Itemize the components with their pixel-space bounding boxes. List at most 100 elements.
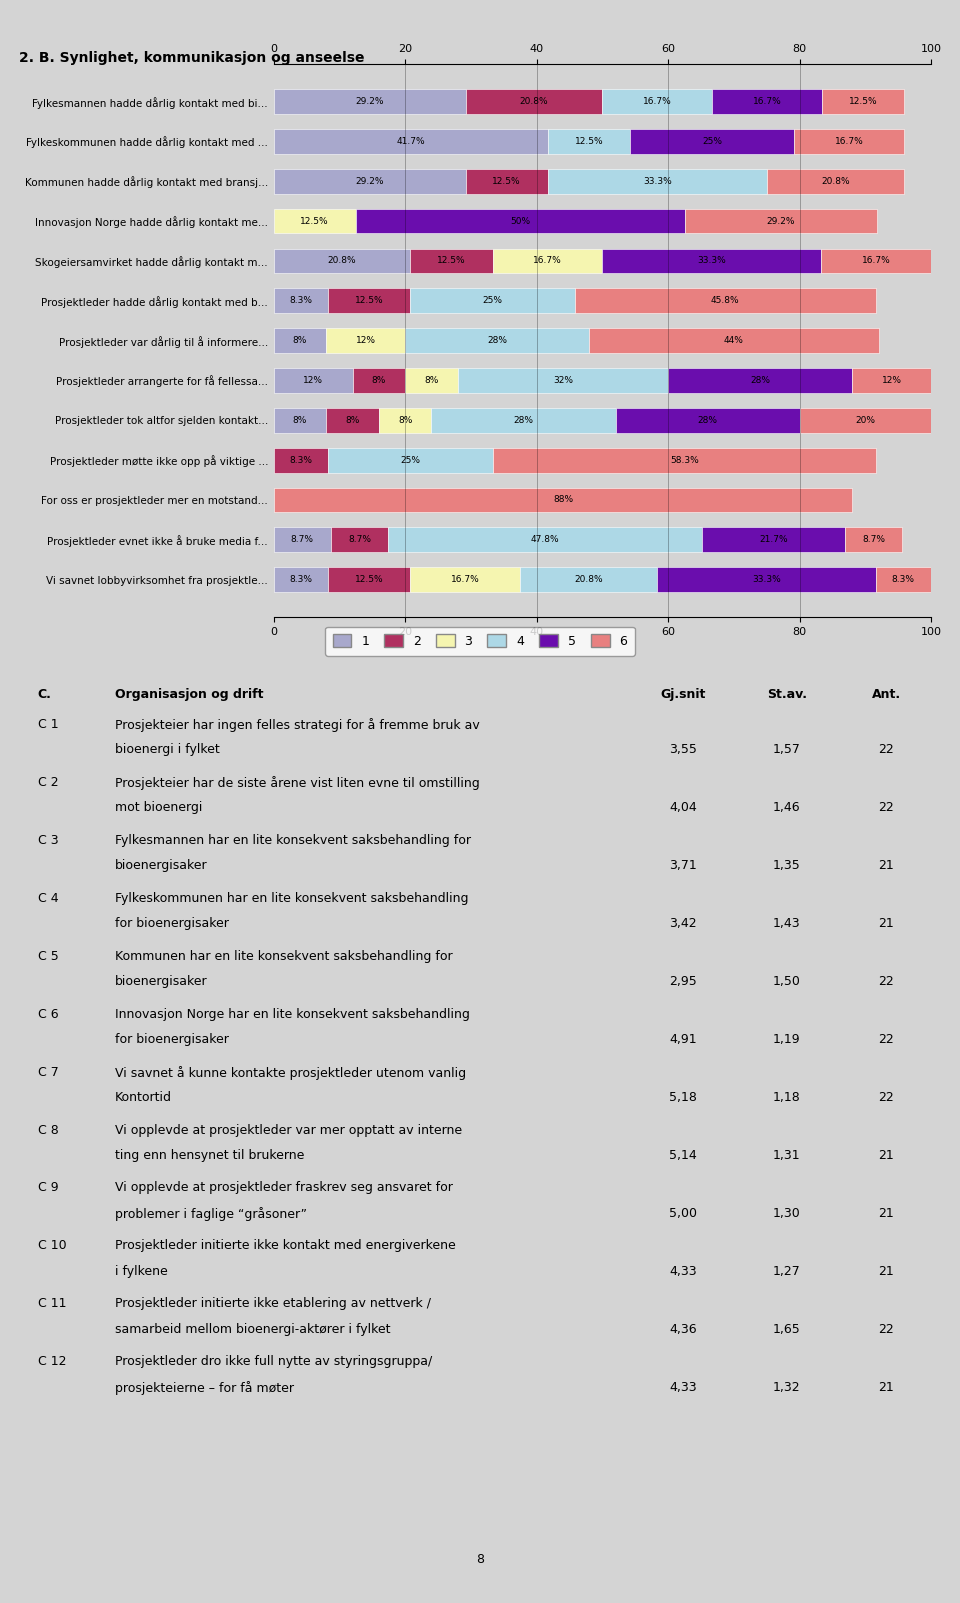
Text: 22: 22 (878, 1032, 894, 1045)
Text: C 4: C 4 (37, 891, 59, 904)
Bar (602, 248, 822, 273)
Text: i fylkene: i fylkene (114, 1265, 167, 1278)
Bar (326, 409, 379, 433)
Text: bioenergisaker: bioenergisaker (114, 975, 207, 987)
Text: 22: 22 (878, 802, 894, 814)
Text: 25%: 25% (702, 136, 722, 146)
Text: 8.3%: 8.3% (892, 575, 915, 583)
Text: 2,95: 2,95 (669, 975, 697, 987)
Text: 29.2%: 29.2% (766, 216, 795, 226)
Text: 29.2%: 29.2% (355, 98, 384, 106)
Bar (458, 369, 668, 393)
Text: 1,65: 1,65 (773, 1322, 801, 1335)
Legend: 1, 2, 3, 4, 5, 6: 1, 2, 3, 4, 5, 6 (325, 627, 635, 656)
Text: Prosjekteier har ingen felles strategi for å fremme bruk av: Prosjekteier har ingen felles strategi f… (114, 718, 479, 731)
Bar (328, 447, 492, 473)
Bar (274, 329, 326, 353)
Text: Ant.: Ant. (872, 688, 900, 701)
Text: 22: 22 (878, 744, 894, 757)
Text: mot bioenergi: mot bioenergi (114, 802, 202, 814)
Text: 20.8%: 20.8% (327, 256, 356, 266)
Bar (602, 90, 712, 114)
Text: ting enn hensynet til brukerne: ting enn hensynet til brukerne (114, 1149, 304, 1162)
Text: 16.7%: 16.7% (451, 575, 480, 583)
Bar (331, 527, 388, 551)
Bar (388, 527, 703, 551)
Bar (274, 168, 466, 194)
Text: 4,33: 4,33 (669, 1380, 697, 1393)
Bar (274, 248, 410, 273)
Text: 12.5%: 12.5% (355, 575, 384, 583)
Text: Vi opplevde at prosjektleder fraskrev seg ansvaret for: Vi opplevde at prosjektleder fraskrev se… (114, 1181, 452, 1194)
Text: 12.5%: 12.5% (849, 98, 877, 106)
Bar (274, 208, 356, 234)
Bar (274, 567, 328, 592)
Text: 20.8%: 20.8% (821, 176, 850, 186)
Bar (274, 447, 328, 473)
Text: 45.8%: 45.8% (711, 297, 740, 305)
Text: for bioenergisaker: for bioenergisaker (114, 917, 228, 930)
Text: 8: 8 (476, 1553, 484, 1566)
Text: 1,32: 1,32 (773, 1380, 801, 1393)
Bar (274, 487, 852, 513)
Bar (466, 90, 603, 114)
Text: 28%: 28% (750, 377, 770, 385)
Text: 44%: 44% (724, 337, 744, 345)
Text: Kommunen har en lite konsekvent saksbehandling for: Kommunen har en lite konsekvent saksbeha… (114, 949, 452, 963)
Text: 22: 22 (878, 975, 894, 987)
Bar (274, 369, 352, 393)
Text: 29.2%: 29.2% (355, 176, 384, 186)
Text: Fylkesmannen har en lite konsekvent saksbehandling for: Fylkesmannen har en lite konsekvent saks… (114, 834, 470, 846)
Text: Kontortid: Kontortid (114, 1092, 172, 1104)
Text: 5,14: 5,14 (669, 1149, 697, 1162)
Text: 8%: 8% (293, 415, 307, 425)
Text: 22: 22 (878, 1092, 894, 1104)
Text: 5,18: 5,18 (669, 1092, 697, 1104)
Text: 21: 21 (878, 1380, 894, 1393)
Bar (274, 130, 548, 154)
Text: Fylkeskommunen har en lite konsekvent saksbehandling: Fylkeskommunen har en lite konsekvent sa… (114, 891, 468, 904)
Text: 28%: 28% (698, 415, 718, 425)
Text: 1,43: 1,43 (773, 917, 801, 930)
Text: Prosjektleder initierte ikke kontakt med energiverkene: Prosjektleder initierte ikke kontakt med… (114, 1239, 455, 1252)
Bar (712, 90, 822, 114)
Bar (548, 168, 767, 194)
Text: Vi savnet å kunne kontakte prosjektleder utenom vanlig: Vi savnet å kunne kontakte prosjektleder… (114, 1066, 466, 1079)
Text: 8.3%: 8.3% (289, 575, 312, 583)
Text: 50%: 50% (510, 216, 530, 226)
Text: C 2: C 2 (37, 776, 59, 789)
Text: 21: 21 (878, 1265, 894, 1278)
Text: 12%: 12% (303, 377, 324, 385)
Text: 1,27: 1,27 (773, 1265, 801, 1278)
Text: 8.7%: 8.7% (862, 535, 885, 545)
Text: prosjekteierne – for få møter: prosjekteierne – for få møter (114, 1380, 294, 1395)
Bar (589, 329, 878, 353)
Bar (492, 447, 876, 473)
Text: 4,33: 4,33 (669, 1265, 697, 1278)
Bar (845, 527, 902, 551)
Bar (274, 90, 466, 114)
Text: St.av.: St.av. (767, 688, 806, 701)
Bar (274, 527, 331, 551)
Text: 21: 21 (878, 917, 894, 930)
Bar (684, 208, 876, 234)
Bar (615, 409, 800, 433)
Text: 47.8%: 47.8% (531, 535, 560, 545)
Text: 25%: 25% (400, 455, 420, 465)
Bar (328, 289, 410, 313)
Text: 3,42: 3,42 (669, 917, 697, 930)
Bar (410, 248, 492, 273)
Text: C 7: C 7 (37, 1066, 59, 1079)
Text: 16.7%: 16.7% (862, 256, 891, 266)
Text: C 6: C 6 (37, 1008, 59, 1021)
Text: 16.7%: 16.7% (643, 98, 672, 106)
Bar (575, 289, 876, 313)
Text: 21: 21 (878, 1149, 894, 1162)
Text: 8.7%: 8.7% (348, 535, 371, 545)
Bar (274, 409, 326, 433)
Text: 20.8%: 20.8% (574, 575, 603, 583)
Text: 1,46: 1,46 (773, 802, 801, 814)
Text: 28%: 28% (487, 337, 507, 345)
Text: 33.3%: 33.3% (752, 575, 780, 583)
Text: 8%: 8% (346, 415, 360, 425)
